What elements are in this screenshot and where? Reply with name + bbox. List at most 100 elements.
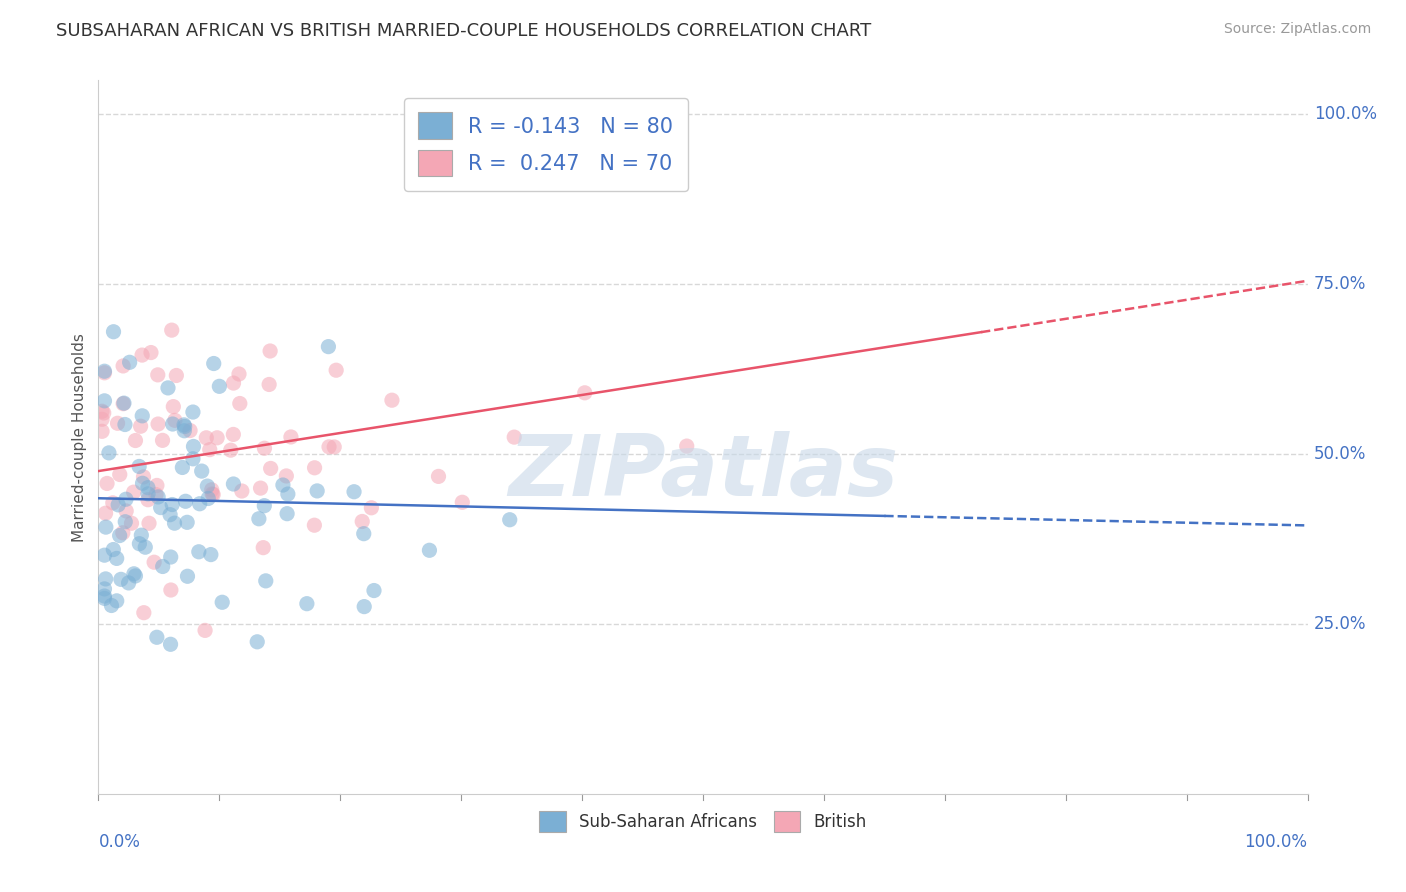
Point <box>253 499 276 513</box>
Point <box>108 528 131 542</box>
Point <box>318 340 340 354</box>
Point <box>146 478 169 492</box>
Point <box>93 589 115 603</box>
Point <box>271 478 294 492</box>
Point <box>257 377 280 392</box>
Text: 100.0%: 100.0% <box>1313 105 1376 123</box>
Point <box>132 606 155 620</box>
Point <box>325 363 347 377</box>
Point <box>160 582 183 597</box>
Point <box>136 487 159 501</box>
Point <box>112 397 135 411</box>
Point <box>247 512 270 526</box>
Point <box>121 516 143 531</box>
Point <box>198 442 221 457</box>
Point <box>93 406 115 420</box>
Point <box>152 559 174 574</box>
Point <box>163 516 186 531</box>
Point <box>115 492 138 507</box>
Point <box>156 381 179 395</box>
Point <box>129 419 152 434</box>
Point <box>253 442 276 456</box>
Point <box>152 434 174 448</box>
Point <box>222 376 245 390</box>
Point <box>93 366 115 380</box>
Point <box>201 483 224 497</box>
Point <box>159 637 181 651</box>
Point <box>197 491 219 506</box>
Point <box>145 487 167 501</box>
Point <box>280 430 302 444</box>
Point <box>165 368 187 383</box>
Point <box>208 379 231 393</box>
Text: Source: ZipAtlas.com: Source: ZipAtlas.com <box>1223 22 1371 37</box>
Point <box>136 481 159 495</box>
Point <box>122 566 145 581</box>
Y-axis label: Married-couple Households: Married-couple Households <box>72 333 87 541</box>
Point <box>114 417 136 432</box>
Point <box>173 424 195 438</box>
Point <box>94 572 117 586</box>
Point <box>343 484 366 499</box>
Point <box>202 487 225 501</box>
Point <box>307 483 329 498</box>
Point <box>228 367 250 381</box>
Point <box>252 541 274 555</box>
Point <box>249 481 271 495</box>
Point <box>318 440 340 454</box>
Point <box>93 393 115 408</box>
Point <box>94 506 117 520</box>
Point <box>107 417 129 431</box>
Point <box>323 440 346 454</box>
Point <box>231 483 253 498</box>
Point <box>105 551 128 566</box>
Text: 50.0%: 50.0% <box>1313 445 1367 463</box>
Point <box>304 518 326 533</box>
Text: 25.0%: 25.0% <box>1313 615 1367 633</box>
Point <box>172 460 194 475</box>
Point <box>277 487 299 501</box>
Point <box>173 417 195 432</box>
Point <box>190 464 212 478</box>
Point <box>146 368 169 382</box>
Point <box>131 409 153 423</box>
Point <box>91 404 114 418</box>
Point <box>451 495 474 509</box>
Point <box>675 439 697 453</box>
Point <box>259 344 281 359</box>
Point <box>94 520 117 534</box>
Point <box>183 440 205 454</box>
Point <box>176 516 198 530</box>
Point <box>173 419 195 434</box>
Point <box>122 485 145 500</box>
Point <box>574 385 596 400</box>
Point <box>181 405 204 419</box>
Point <box>211 595 233 609</box>
Point <box>381 393 404 408</box>
Point <box>139 345 162 359</box>
Point <box>246 635 269 649</box>
Text: 75.0%: 75.0% <box>1313 275 1367 293</box>
Point <box>159 508 181 522</box>
Text: 0.0%: 0.0% <box>98 833 141 851</box>
Point <box>205 431 228 445</box>
Point <box>103 542 125 557</box>
Point <box>260 461 283 475</box>
Point <box>174 494 197 508</box>
Text: 100.0%: 100.0% <box>1244 833 1308 851</box>
Point <box>131 348 153 362</box>
Point <box>162 417 184 431</box>
Point <box>149 500 172 515</box>
Point <box>195 479 218 493</box>
Point <box>352 515 374 529</box>
Point <box>202 357 225 371</box>
Legend: Sub-Saharan Africans, British: Sub-Saharan Africans, British <box>533 805 873 839</box>
Point <box>131 528 153 542</box>
Point <box>195 431 218 445</box>
Point <box>222 427 245 442</box>
Point <box>304 460 326 475</box>
Point <box>108 467 131 482</box>
Point <box>187 545 209 559</box>
Point <box>159 549 181 564</box>
Point <box>101 496 124 510</box>
